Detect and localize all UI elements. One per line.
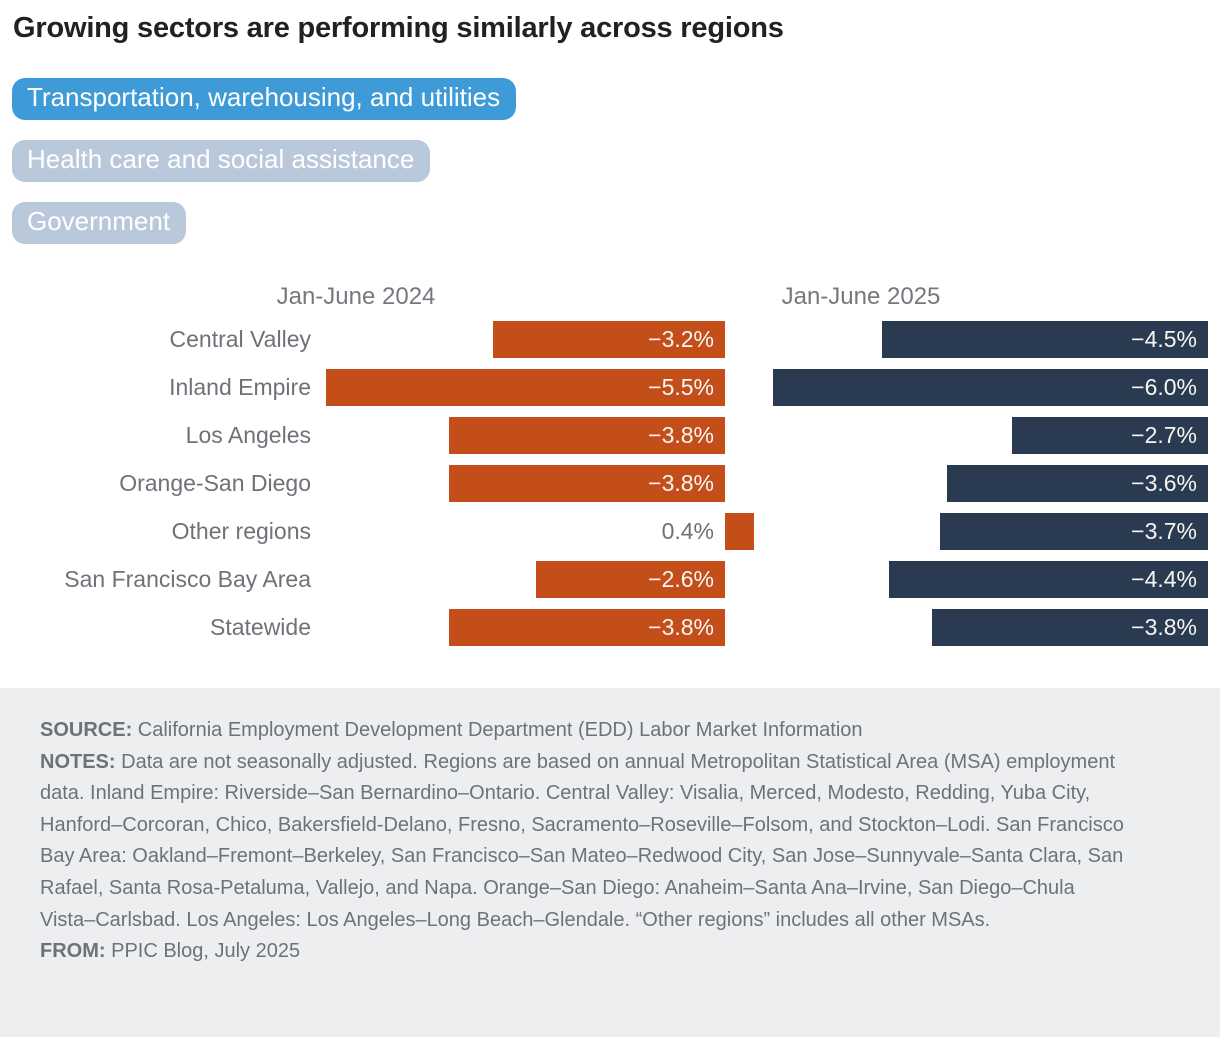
sector-tabs: Transportation, warehousing, and utiliti… [12, 78, 517, 264]
from-label: FROM: [40, 940, 106, 963]
bar-value-label: −5.5% [648, 374, 714, 400]
bar-jan-june-2024-central-valley: −3.2% [493, 321, 725, 358]
chart-title: Growing sectors are performing similarly… [13, 12, 784, 44]
bar-value-label: −4.5% [1131, 326, 1197, 352]
bar-jan-june-2025-central-valley: −4.5% [882, 321, 1208, 358]
panel-header-0: Jan-June 2024 [276, 283, 436, 310]
footnote-box: SOURCE: California Employment Developmen… [0, 688, 1220, 1037]
category-label: San Francisco Bay Area [64, 566, 311, 592]
bar-jan-june-2025-statewide: −3.8% [932, 609, 1208, 646]
bar-value-label: −3.8% [648, 470, 714, 496]
bar-value-label: −3.8% [648, 614, 714, 640]
bar-jan-june-2024-los-angeles: −3.8% [449, 417, 725, 454]
category-label: Statewide [209, 614, 311, 640]
category-label: Los Angeles [185, 422, 311, 448]
bar-value-label: −3.7% [1131, 518, 1197, 544]
bar-jan-june-2024-san-francisco-bay-area: −2.6% [536, 561, 725, 598]
bar-value-label: −2.6% [648, 566, 714, 592]
bar-jan-june-2024-other-regions [725, 513, 754, 550]
bar-value-label: −3.8% [648, 422, 714, 448]
bar-value-label: −4.4% [1131, 566, 1197, 592]
notes-note: NOTES: Data are not seasonally adjusted.… [40, 747, 1135, 937]
panel-header-1: Jan-June 2025 [781, 283, 941, 310]
bar-jan-june-2024-orange-san-diego: −3.8% [449, 465, 725, 502]
bar-value-label: −2.7% [1131, 422, 1197, 448]
bar-jan-june-2025-san-francisco-bay-area: −4.4% [889, 561, 1208, 598]
bar-jan-june-2024-statewide: −3.8% [449, 609, 725, 646]
category-label: Orange-San Diego [119, 470, 311, 496]
bar-value-label: 0.4% [661, 518, 714, 544]
bar-value-label: −3.6% [1131, 470, 1197, 496]
bar-value-label: −6.0% [1131, 374, 1197, 400]
bar-jan-june-2025-los-angeles: −2.7% [1012, 417, 1208, 454]
bar-jan-june-2024-inland-empire: −5.5% [326, 369, 725, 406]
bar-value-label: −3.2% [648, 326, 714, 352]
from-note: FROM: PPIC Blog, July 2025 [40, 936, 1135, 968]
bar-jan-june-2025-orange-san-diego: −3.6% [947, 465, 1208, 502]
source-label: SOURCE: [40, 719, 133, 741]
source-text: California Employment Development Depart… [137, 719, 863, 741]
bar-jan-june-2025-other-regions: −3.7% [940, 513, 1208, 550]
grouped-bar-chart: Jan-June 2024 Jan-June 2025 Central Valley… [64, 283, 1208, 646]
bar-jan-june-2025-inland-empire: −6.0% [773, 369, 1208, 406]
category-label: Inland Empire [169, 374, 311, 400]
source-note: SOURCE: California Employment Developmen… [40, 715, 1135, 747]
notes-text: Data are not seasonally adjusted. Region… [40, 750, 1124, 931]
from-text: PPIC Blog, July 2025 [111, 940, 301, 963]
sector-tab-2[interactable]: Government [12, 202, 187, 244]
category-label: Central Valley [169, 326, 311, 352]
sector-tab-1[interactable]: Health care and social assistance [12, 140, 431, 182]
sector-tab-0[interactable]: Transportation, warehousing, and utiliti… [12, 78, 517, 120]
bar-value-label: −3.8% [1131, 614, 1197, 640]
category-label: Other regions [171, 518, 311, 544]
notes-label: NOTES: [40, 750, 116, 773]
